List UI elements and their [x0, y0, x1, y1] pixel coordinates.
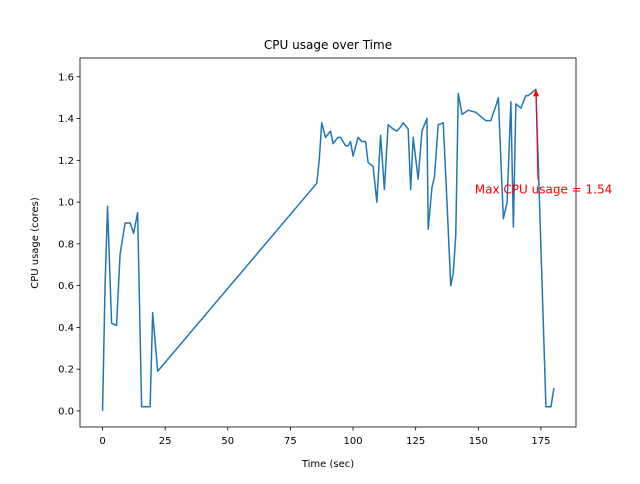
x-tick-label: 0: [99, 436, 105, 447]
y-tick-label: 0.4: [58, 323, 74, 334]
x-tick-label: 25: [159, 436, 172, 447]
y-tick-label: 0.8: [58, 239, 74, 250]
y-tick-label: 1.4: [58, 114, 74, 125]
y-axis-label: CPU usage (cores): [30, 197, 41, 289]
annotation-arrowhead: [533, 89, 540, 97]
y-tick-label: 1.2: [58, 156, 74, 167]
data-line: [101, 88, 555, 411]
x-tick-label: 100: [344, 436, 363, 447]
y-tick-label: 1.0: [58, 198, 74, 209]
annotation-text: Max CPU usage = 1.54: [475, 183, 612, 197]
x-axis-label: Time (sec): [301, 459, 354, 470]
x-tick-label: 50: [221, 436, 234, 447]
y-tick-label: 0.0: [58, 406, 74, 417]
y-tick-label: 0.2: [58, 365, 74, 376]
x-tick-label: 150: [469, 436, 488, 447]
x-tick-label: 125: [406, 436, 425, 447]
chart-title: CPU usage over Time: [264, 38, 392, 52]
plot-frame: [79, 57, 577, 428]
y-tick-label: 1.6: [58, 72, 74, 83]
y-tick-label: 0.6: [58, 281, 74, 292]
annotation-arrow: [535, 89, 539, 180]
x-tick-label: 75: [284, 436, 297, 447]
x-tick-label: 175: [531, 436, 550, 447]
